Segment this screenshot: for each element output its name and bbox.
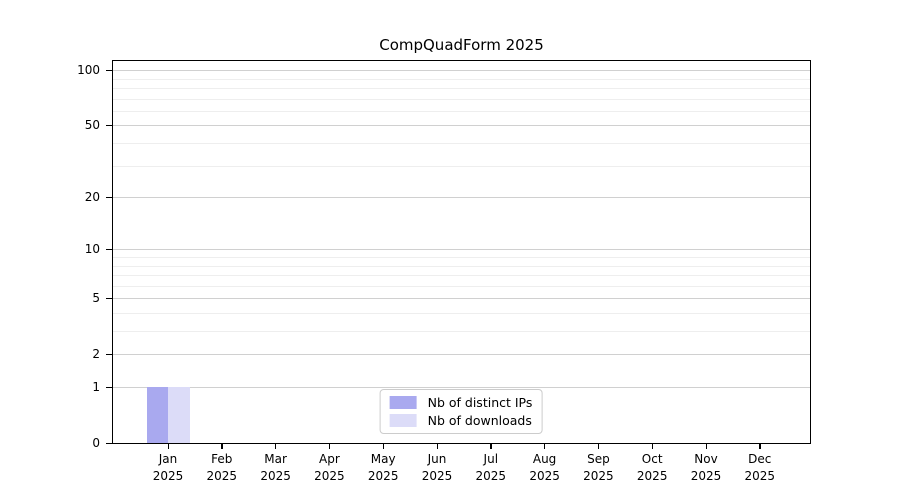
legend-row: Nb of downloads [389, 413, 533, 428]
gridline-minor-70 [113, 98, 810, 100]
x-tick-label-nov: Nov 2025 [690, 452, 722, 483]
x-tick-label-aug: Aug 2025 [529, 452, 560, 483]
gridline-minor-7 [113, 275, 810, 277]
y-tick-label-1: 1 [92, 380, 100, 395]
y-tick-mark-1 [106, 386, 112, 388]
legend-label: Nb of distinct IPs [427, 395, 533, 410]
plot-area [112, 60, 811, 444]
x-tick-label-oct: Oct 2025 [636, 452, 668, 483]
gridline-major-50 [113, 125, 810, 127]
gridline-minor-60 [113, 111, 810, 112]
x-tick-mark-oct [651, 444, 653, 449]
bar-nb-of-downloads-jan [168, 387, 190, 443]
legend-swatch [389, 396, 417, 409]
y-tick-mark-5 [106, 297, 112, 300]
y-tick-label-10: 10 [84, 242, 100, 257]
x-tick-mark-sep [597, 444, 600, 449]
x-tick-label-dec: Dec 2025 [744, 452, 776, 483]
legend-row: Nb of distinct IPs [389, 395, 533, 410]
x-tick-mark-apr [328, 444, 331, 449]
gridline-minor-6 [113, 285, 810, 287]
x-tick-mark-jun [436, 444, 438, 449]
x-tick-label-sep: Sep 2025 [583, 452, 614, 483]
gridline-major-100 [113, 70, 810, 72]
gridline-major-2 [113, 354, 810, 356]
y-tick-mark-0 [106, 442, 112, 444]
gridline-minor-4 [113, 313, 810, 315]
x-tick-label-jun: Jun 2025 [421, 452, 453, 483]
x-tick-mark-feb [221, 444, 223, 449]
legend-swatch [389, 414, 417, 427]
gridline-major-1 [113, 387, 810, 389]
x-tick-label-mar: Mar 2025 [260, 452, 291, 483]
x-tick-mark-dec [759, 444, 761, 449]
x-tick-label-jul: Jul 2025 [475, 452, 507, 483]
x-tick-mark-mar [275, 444, 277, 449]
x-tick-mark-nov [705, 444, 707, 449]
y-tick-mark-20 [106, 196, 112, 198]
bar-nb-of-distinct-ips-jan [146, 387, 168, 443]
gridline-minor-80 [113, 88, 810, 90]
y-tick-label-5: 5 [92, 291, 100, 306]
x-tick-label-jan: Jan 2025 [152, 452, 184, 483]
x-tick-mark-jul [490, 444, 492, 449]
x-tick-mark-jan [167, 444, 169, 449]
gridline-minor-8 [113, 265, 810, 267]
x-tick-label-may: May 2025 [367, 452, 399, 483]
x-tick-label-feb: Feb 2025 [206, 452, 238, 483]
y-tick-mark-100 [106, 69, 112, 72]
gridline-minor-40 [113, 143, 810, 145]
legend: Nb of distinct IPs Nb of downloads [379, 389, 543, 434]
y-tick-mark-2 [106, 353, 112, 356]
gridline-minor-30 [113, 165, 810, 167]
y-tick-label-20: 20 [84, 190, 100, 205]
y-tick-label-50: 50 [84, 118, 100, 133]
y-tick-label-100: 100 [77, 63, 100, 78]
y-tick-label-0: 0 [92, 436, 100, 450]
gridline-major-5 [113, 298, 810, 300]
gridline-minor-3 [113, 331, 810, 333]
x-tick-mark-aug [544, 444, 546, 449]
legend-label: Nb of downloads [427, 413, 532, 428]
y-tick-mark-10 [106, 248, 112, 251]
y-tick-label-2: 2 [92, 347, 100, 362]
gridline-minor-90 [113, 78, 810, 80]
x-tick-mark-may [382, 444, 384, 449]
chart-title: CompQuadForm 2025 [379, 36, 544, 54]
y-tick-mark-50 [106, 124, 112, 127]
gridline-major-20 [113, 197, 810, 199]
gridline-major-10 [113, 249, 810, 251]
x-tick-label-apr: Apr 2025 [314, 452, 345, 483]
gridline-minor-9 [113, 257, 810, 259]
